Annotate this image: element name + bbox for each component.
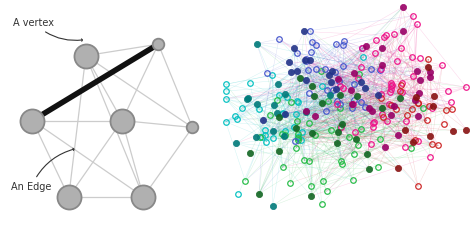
Point [28,119,36,122]
Point [82,54,90,58]
Point [118,119,126,122]
Point [65,195,73,199]
Point [155,42,162,46]
Point [139,195,147,199]
Point [189,126,196,129]
Text: An Edge: An Edge [11,148,74,192]
Text: A vertex: A vertex [13,18,82,41]
